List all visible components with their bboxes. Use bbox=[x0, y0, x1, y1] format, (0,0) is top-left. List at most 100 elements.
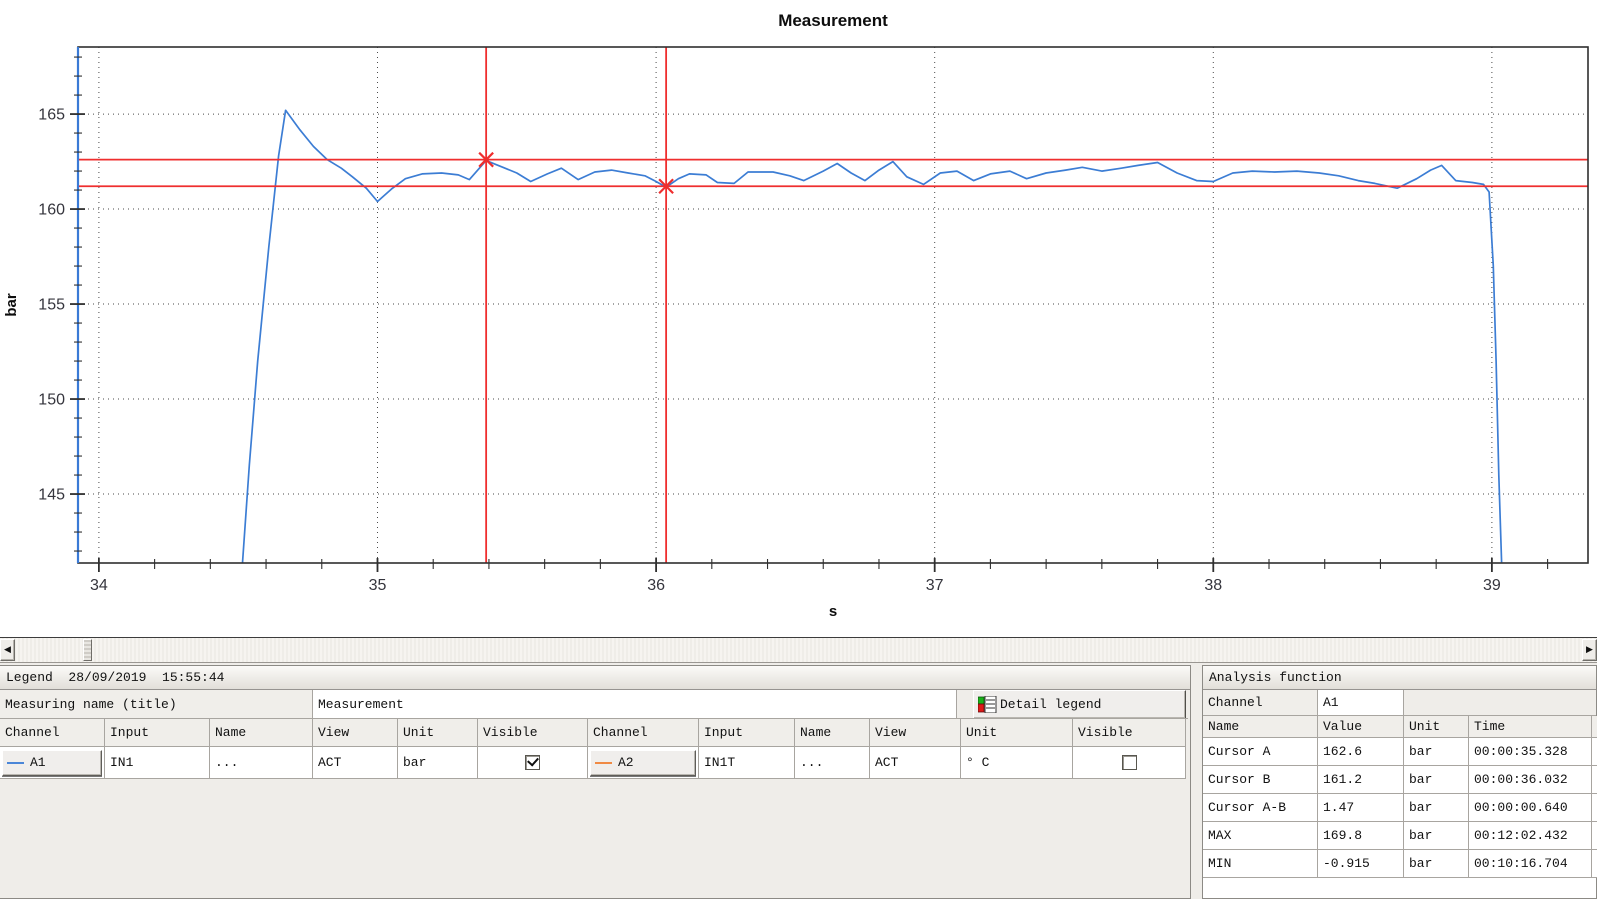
col-header-visible-2: Visible bbox=[1073, 719, 1186, 747]
col-header-visible-1: Visible bbox=[478, 719, 588, 747]
y-tick-label: 165 bbox=[38, 107, 65, 124]
chart-title: Measurement bbox=[778, 11, 888, 30]
cursor-a-name: Cursor A bbox=[1203, 738, 1318, 766]
col-header-view-2: View bbox=[870, 719, 961, 747]
channel-a2-label: A2 bbox=[618, 755, 634, 770]
series-A1-line bbox=[241, 109, 1503, 563]
cursor-ab-time: 00:00:00.640 bbox=[1469, 794, 1592, 822]
col-header-unit-1: Unit bbox=[398, 719, 478, 747]
channel-a1-visible-cell bbox=[478, 747, 588, 779]
x-tick-label: 39 bbox=[1483, 577, 1501, 594]
col-header-input-1: Input bbox=[105, 719, 210, 747]
analysis-title-bar: Analysis function bbox=[1203, 666, 1596, 690]
table-row: Cursor A-B 1.47 bar 00:00:00.640 bbox=[1203, 794, 1597, 822]
table-row: MAX 169.8 bar 00:12:02.432 bbox=[1203, 822, 1597, 850]
col-header-channel-2: Channel bbox=[588, 719, 699, 747]
max-unit: bar bbox=[1404, 822, 1469, 850]
spacer bbox=[1404, 690, 1596, 716]
channel-a1-input: IN1 bbox=[105, 747, 210, 779]
channel-a1-view: ACT bbox=[313, 747, 398, 779]
x-tick-label: 37 bbox=[926, 577, 944, 594]
col-header-input-2: Input bbox=[699, 719, 795, 747]
channel-a2-visible-checkbox[interactable] bbox=[1121, 755, 1137, 770]
min-name: MIN bbox=[1203, 850, 1318, 878]
cursor-b-time: 00:00:36.032 bbox=[1469, 766, 1592, 794]
y-tick-label: 155 bbox=[38, 297, 65, 314]
x-axis-label: s bbox=[829, 603, 837, 620]
channel-a2-button[interactable]: A2 bbox=[590, 749, 696, 776]
col-header-view-1: View bbox=[313, 719, 398, 747]
detail-legend-cell: Detail legend bbox=[971, 690, 1188, 719]
measuring-name-input[interactable]: Measurement bbox=[313, 690, 957, 719]
y-tick-label: 150 bbox=[38, 392, 65, 409]
table-row: MIN -0.915 bar 00:10:16.704 bbox=[1203, 850, 1597, 878]
channel-a1-cell: A1 bbox=[0, 747, 105, 779]
table-row: Cursor A 162.6 bar 00:00:35.328 bbox=[1203, 738, 1597, 766]
detail-legend-icon bbox=[978, 695, 997, 713]
cursor-a-time: 00:00:35.328 bbox=[1469, 738, 1592, 766]
analysis-channel-select[interactable]: A1 bbox=[1318, 690, 1404, 716]
max-name: MAX bbox=[1203, 822, 1318, 850]
detail-legend-button[interactable]: Detail legend bbox=[973, 690, 1186, 718]
x-tick-label: 35 bbox=[369, 577, 387, 594]
spacer bbox=[1592, 738, 1597, 766]
channel-a2-input: IN1T bbox=[699, 747, 795, 779]
cursor-b-unit: bar bbox=[1404, 766, 1469, 794]
plot-border bbox=[77, 46, 1589, 564]
col-header-name-2: Name bbox=[795, 719, 870, 747]
x-tick-label: 38 bbox=[1204, 577, 1222, 594]
measuring-name-label: Measuring name (title) bbox=[0, 690, 313, 719]
cursor-a-marker-icon[interactable] bbox=[478, 151, 494, 168]
col-header-channel-1: Channel bbox=[0, 719, 105, 747]
y-tick-label: 160 bbox=[38, 202, 65, 219]
table-row: Cursor B 161.2 bar 00:00:36.032 bbox=[1203, 766, 1597, 794]
spacer bbox=[1592, 794, 1597, 822]
cursor-ab-value: 1.47 bbox=[1318, 794, 1404, 822]
analysis-header-unit: Unit bbox=[1404, 716, 1469, 738]
cursor-ab-name: Cursor A-B bbox=[1203, 794, 1318, 822]
cursor-ab-unit: bar bbox=[1404, 794, 1469, 822]
channel-a2-color-dash-icon bbox=[595, 761, 612, 764]
col-header-name-1: Name bbox=[210, 719, 313, 747]
detail-legend-label: Detail legend bbox=[1000, 696, 1102, 712]
channel-a2-cell: A2 bbox=[588, 747, 699, 779]
channel-a2-name[interactable]: ... bbox=[795, 747, 870, 779]
cursor-a-unit: bar bbox=[1404, 738, 1469, 766]
measurement-chart: 34 35 36 37 38 39 145 150 155 160 165 Measurement s b… bbox=[3, 11, 1589, 620]
channel-a1-button[interactable]: A1 bbox=[2, 749, 102, 776]
x-tick-label: 36 bbox=[647, 577, 665, 594]
analysis-header-time: Time bbox=[1469, 716, 1592, 738]
max-time: 00:12:02.432 bbox=[1469, 822, 1592, 850]
col-header-unit-2: Unit bbox=[961, 719, 1073, 747]
spacer bbox=[1592, 850, 1597, 878]
cursor-b-marker-icon[interactable] bbox=[658, 178, 674, 195]
analysis-header-name: Name bbox=[1203, 716, 1318, 738]
channel-a1-label: A1 bbox=[30, 755, 46, 770]
spacer bbox=[957, 690, 971, 719]
analysis-panel: Analysis function Channel A1 Name Value … bbox=[1202, 665, 1597, 899]
scrollbar-left-arrow-icon[interactable]: ◀ bbox=[0, 639, 15, 661]
chart-area: 34 35 36 37 38 39 145 150 155 160 165 Measurement s b… bbox=[3, 11, 1589, 620]
y-axis-label: bar bbox=[3, 293, 20, 317]
scrollbar-thumb[interactable] bbox=[83, 639, 92, 661]
channel-a2-visible-cell bbox=[1073, 747, 1186, 779]
min-time: 00:10:16.704 bbox=[1469, 850, 1592, 878]
legend-panel: Legend 28/09/2019 15:55:44 Measuring nam… bbox=[0, 665, 1191, 899]
analysis-channel-label: Channel bbox=[1203, 690, 1318, 716]
channel-a2-view: ACT bbox=[870, 747, 961, 779]
channel-a1-visible-checkbox[interactable] bbox=[525, 755, 540, 770]
y-tick-label: 145 bbox=[38, 487, 65, 504]
channel-a2-unit: ° C bbox=[961, 747, 1073, 779]
channel-a1-name[interactable]: ... bbox=[210, 747, 313, 779]
channel-a1-color-dash-icon bbox=[7, 761, 24, 764]
cursor-a-value: 162.6 bbox=[1318, 738, 1404, 766]
x-tick-label: 34 bbox=[90, 577, 108, 594]
min-value: -0.915 bbox=[1318, 850, 1404, 878]
channel-a1-unit: bar bbox=[398, 747, 478, 779]
scrollbar-right-arrow-icon[interactable]: ▶ bbox=[1582, 639, 1597, 661]
spacer bbox=[1592, 766, 1597, 794]
max-value: 169.8 bbox=[1318, 822, 1404, 850]
cursor-b-name: Cursor B bbox=[1203, 766, 1318, 794]
time-scrollbar[interactable]: ◀ ▶ bbox=[0, 637, 1597, 663]
legend-title-bar: Legend 28/09/2019 15:55:44 bbox=[0, 666, 1190, 690]
